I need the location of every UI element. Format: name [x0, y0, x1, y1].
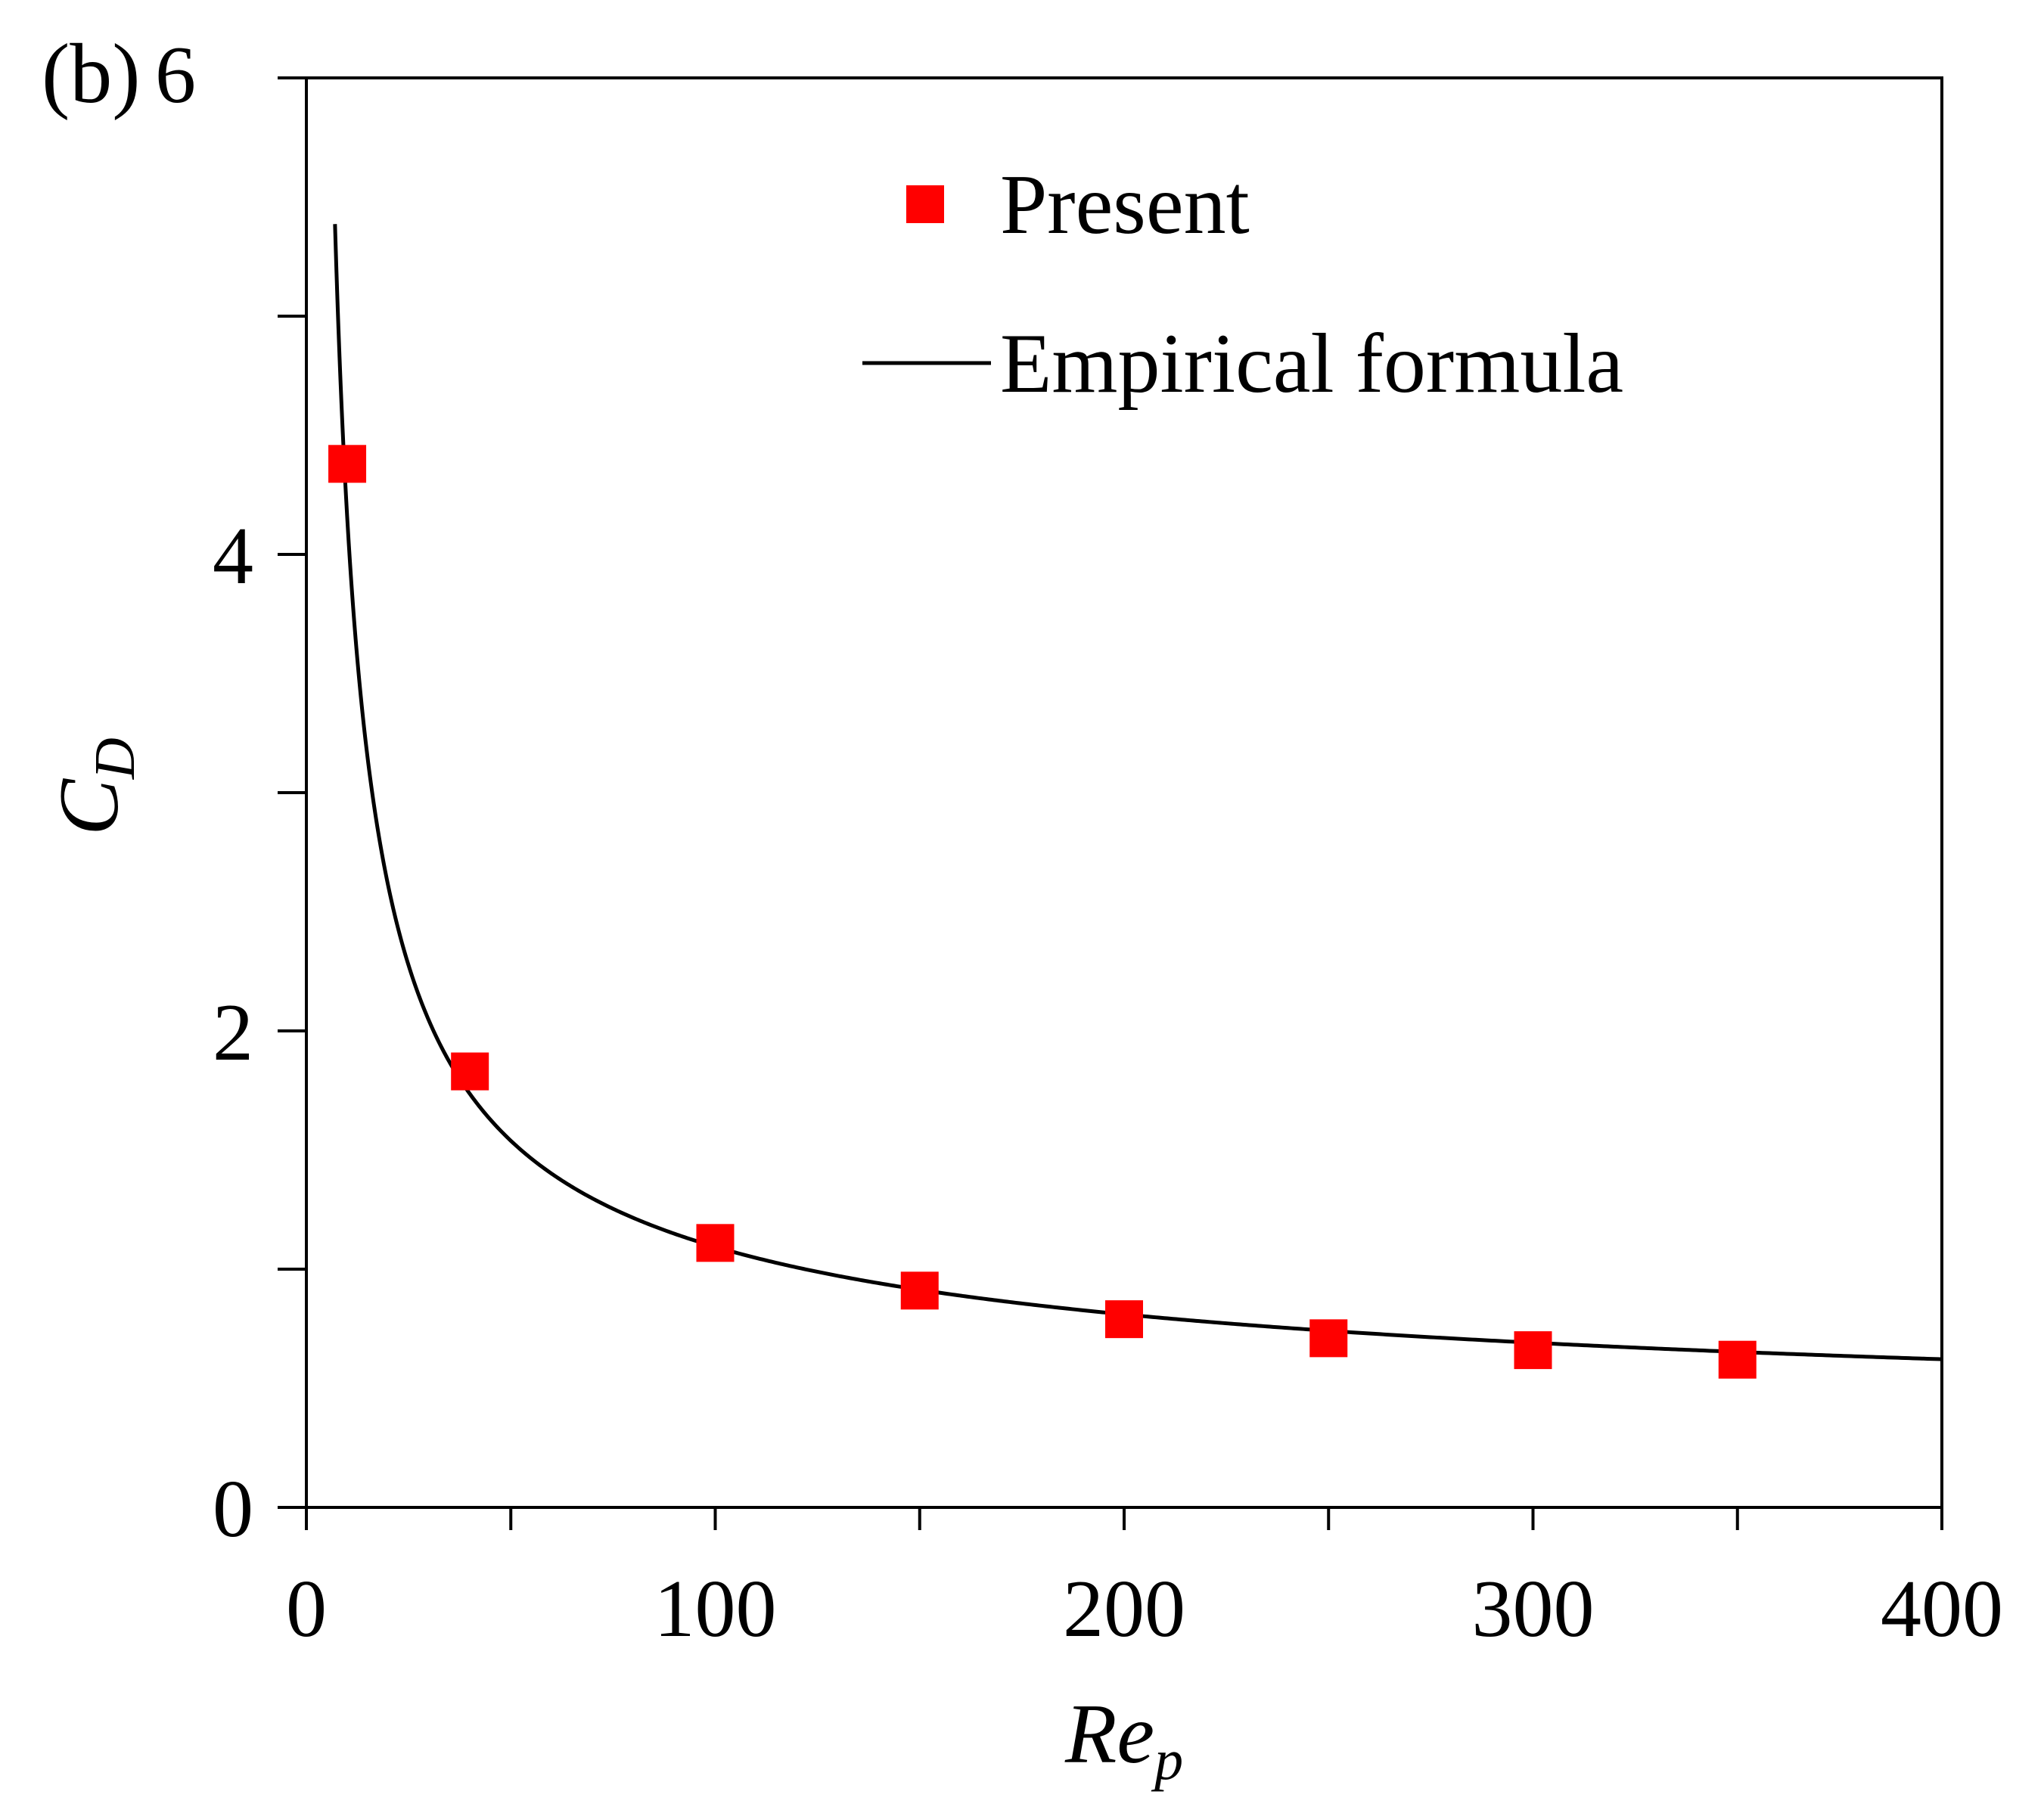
present-marker	[696, 1224, 735, 1262]
legend-label-empirical: Empirical formula	[1000, 317, 1623, 411]
y-tick-label: 4	[213, 511, 253, 601]
present-marker	[328, 445, 367, 483]
present-marker	[451, 1052, 489, 1091]
legend-label-present: Present	[1000, 158, 1250, 252]
x-axis-title-main: Re	[1064, 1687, 1154, 1781]
present-marker	[1309, 1319, 1348, 1358]
axis-tick-labels: 0 100 200 300 400 0 2 4 6	[155, 30, 2003, 1654]
axis-ticks	[278, 76, 1943, 1530]
x-tick-label: 100	[654, 1564, 777, 1654]
y-axis-title-main: C	[42, 778, 136, 836]
legend: Present Empirical formula	[862, 158, 1623, 411]
x-tick-label: 300	[1472, 1564, 1595, 1654]
y-axis-title-sub: D	[83, 737, 147, 780]
x-tick-label: 200	[1063, 1564, 1185, 1654]
panel-label: (b)	[42, 27, 141, 121]
plot-frame	[305, 76, 1943, 1509]
legend-marker-present	[906, 185, 944, 223]
present-marker	[900, 1271, 939, 1310]
x-axis-title: Rep	[1064, 1687, 1183, 1792]
present-markers	[328, 445, 1757, 1379]
present-marker	[1514, 1331, 1552, 1370]
x-axis-title-sub: p	[1151, 1728, 1183, 1792]
y-tick-label: 0	[213, 1464, 253, 1554]
present-marker	[1718, 1340, 1757, 1379]
x-tick-label: 400	[1881, 1564, 2003, 1654]
y-tick-label: 6	[155, 30, 196, 120]
y-tick-label: 2	[213, 988, 253, 1078]
x-tick-label: 0	[286, 1564, 327, 1654]
present-marker	[1105, 1300, 1143, 1339]
y-axis-title: CD	[42, 737, 147, 836]
